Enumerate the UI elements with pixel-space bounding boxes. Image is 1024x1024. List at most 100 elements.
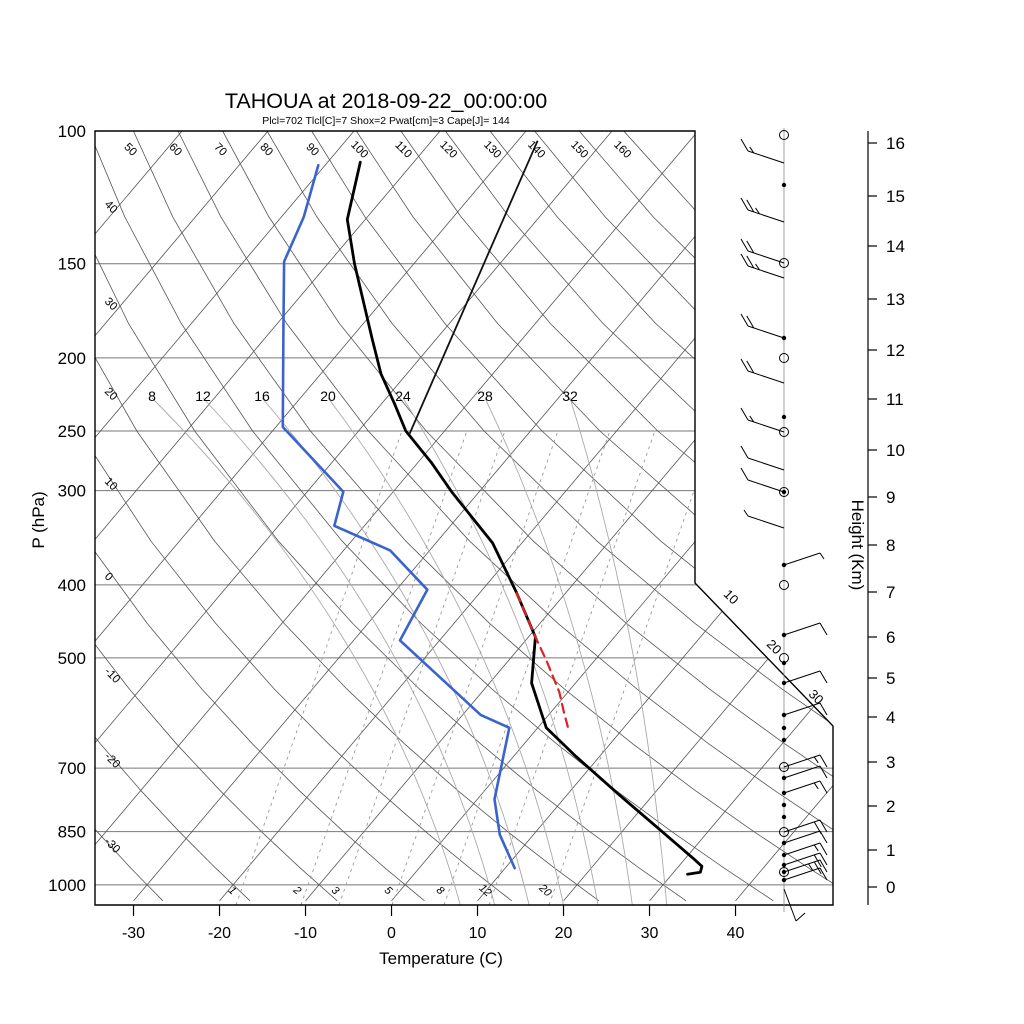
wind-barb-staff bbox=[783, 552, 821, 566]
wind-level-circle bbox=[779, 427, 789, 437]
dewpoint-profile bbox=[281, 163, 517, 870]
height-tick-label: 5 bbox=[886, 669, 895, 688]
temp-tick-label: 40 bbox=[727, 925, 745, 942]
wind-barb-staff bbox=[747, 150, 785, 164]
dry-adiabat-line bbox=[400, 131, 833, 902]
height-tick-label: 14 bbox=[886, 237, 905, 256]
plot-border bbox=[94, 130, 834, 906]
wind-barb-halffeather bbox=[813, 844, 819, 852]
wind-barb-staff bbox=[747, 325, 785, 339]
wind-level-dot bbox=[781, 414, 787, 420]
wind-barb-feather bbox=[740, 253, 749, 267]
dry-adiabat-label-top: 90 bbox=[303, 141, 321, 159]
wind-barb-feather bbox=[819, 859, 828, 873]
mixing-ratio-label: 2 bbox=[290, 884, 303, 898]
wind-barb-feather bbox=[746, 360, 755, 374]
dry-adiabat-line bbox=[95, 131, 687, 902]
wind-level-dot bbox=[781, 790, 787, 796]
isotherm-line bbox=[95, 131, 269, 902]
wind-barb-staff bbox=[747, 209, 785, 223]
wind-barb-halffeather bbox=[755, 207, 760, 215]
mixing-ratio-line bbox=[548, 429, 716, 905]
height-tick-label: 0 bbox=[886, 878, 895, 897]
wind-barb-feather bbox=[819, 670, 828, 684]
pressure-tick-label: 700 bbox=[58, 759, 86, 778]
wind-barb-feather bbox=[746, 240, 755, 254]
wind-level-dot bbox=[781, 840, 787, 846]
dry-adiabat-label-left: 40 bbox=[102, 199, 120, 217]
pressure-tick-label: 150 bbox=[58, 255, 86, 274]
wind-barb-halffeather bbox=[755, 263, 760, 271]
dry-adiabat-line bbox=[95, 131, 425, 902]
wind-barb-staff bbox=[783, 670, 821, 684]
moist-adiabat-label: 12 bbox=[195, 388, 211, 404]
wind-barb-staff bbox=[747, 250, 785, 264]
moist-adiabat-line bbox=[327, 397, 564, 905]
plot-frame bbox=[94, 130, 834, 916]
wind-barb-halffeather bbox=[813, 756, 819, 764]
isotherm-line bbox=[391, 131, 833, 902]
isotherm-line bbox=[95, 131, 355, 902]
wind-barb-staff bbox=[747, 419, 785, 433]
dry-adiabat-line bbox=[95, 131, 600, 902]
wind-barb-feather bbox=[740, 138, 749, 152]
dry-adiabat-line bbox=[355, 131, 833, 902]
moist-adiabat-label: 8 bbox=[148, 388, 156, 404]
height-tick-label: 12 bbox=[886, 341, 905, 360]
dry-adiabat-line bbox=[578, 131, 833, 902]
wind-level-dot bbox=[781, 335, 787, 341]
pressure-tick-label: 100 bbox=[58, 122, 86, 141]
mixing-ratio-line bbox=[235, 429, 403, 905]
wind-barb-feather bbox=[746, 199, 755, 213]
mixing-ratio-line bbox=[338, 429, 506, 905]
dry-adiabat-line bbox=[95, 131, 774, 902]
height-tick-label: 16 bbox=[886, 134, 905, 153]
dry-adiabat-line bbox=[222, 131, 833, 902]
wind-barb-staff bbox=[783, 842, 821, 856]
temp-tick-label: 30 bbox=[641, 925, 659, 942]
wind-barb-halffeather bbox=[749, 146, 755, 154]
wind-level-dot bbox=[781, 489, 787, 495]
wind-level-dot bbox=[781, 725, 787, 731]
temp-tick-label: -20 bbox=[208, 925, 231, 942]
isotherm-line bbox=[95, 131, 97, 902]
temp-tick-label: 20 bbox=[555, 925, 573, 942]
wind-level-dot bbox=[781, 877, 787, 883]
temp-tick-label: -10 bbox=[294, 925, 317, 942]
height-tick-label: 3 bbox=[886, 753, 895, 772]
isotherm-line bbox=[133, 131, 785, 902]
isotherm-line bbox=[649, 131, 833, 902]
wind-barb-staff bbox=[783, 702, 821, 716]
dry-adiabat-line bbox=[95, 131, 338, 902]
isotherm-label-right: 10 bbox=[721, 586, 742, 607]
wind-barb-staff bbox=[783, 780, 821, 794]
wind-level-dot bbox=[781, 814, 787, 820]
wind-barb-staff bbox=[747, 479, 785, 493]
isotherm-line bbox=[305, 131, 833, 902]
height-tick-label: 4 bbox=[886, 708, 895, 727]
wind-barb-feather bbox=[819, 842, 828, 856]
dry-adiabat-line bbox=[177, 131, 833, 902]
moist-adiabat-label: 20 bbox=[320, 388, 336, 404]
pressure-tick-label: 1000 bbox=[48, 876, 86, 895]
wind-level-circle bbox=[779, 762, 789, 772]
wind-barb-feather bbox=[819, 702, 828, 716]
height-tick-label: 15 bbox=[886, 187, 905, 206]
wind-barb-feather bbox=[819, 830, 828, 844]
wind-barb-staff bbox=[783, 819, 821, 833]
temp-tick-label: -30 bbox=[122, 925, 145, 942]
wind-barb-staff bbox=[783, 754, 821, 768]
dry-adiabat-label-left: -10 bbox=[102, 666, 122, 686]
moist-adiabat-line bbox=[151, 397, 461, 905]
wind-barb-feather bbox=[746, 255, 755, 269]
wind-barb-feather bbox=[819, 780, 828, 794]
wind-level-dot bbox=[781, 632, 787, 638]
pressure-axis-label: P (hPa) bbox=[29, 491, 48, 548]
temp-tick-label: 0 bbox=[387, 925, 396, 942]
wind-barb-staff bbox=[783, 622, 821, 636]
wind-barb-staff bbox=[747, 515, 785, 529]
moist-adiabat-line bbox=[261, 397, 530, 905]
temp-tick-label: 10 bbox=[469, 925, 487, 942]
wind-level-circle bbox=[779, 487, 789, 497]
